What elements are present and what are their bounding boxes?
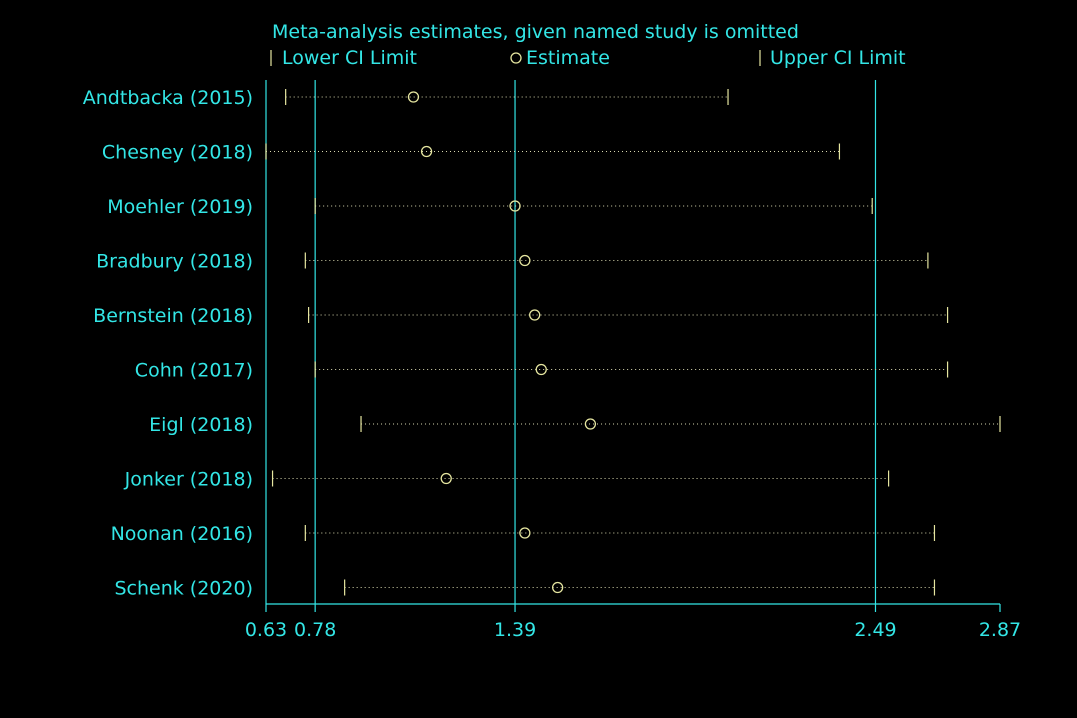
reference-lines [265,80,877,604]
estimate-point [509,200,521,212]
study-row: Eigl (2018) [149,414,1001,436]
x-tick-label: 1.39 [494,619,536,641]
x-tick-label: 0.63 [245,619,287,641]
study-row: Schenk (2020) [114,578,936,600]
estimate-point [519,254,531,267]
study-row: Bradbury (2018) [96,251,929,273]
estimate-point [529,309,541,321]
study-label: Noonan (2016) [111,523,253,545]
x-axis: 0.63 0.78 1.39 2.49 2.87 [245,603,1021,641]
estimate-point [551,581,564,594]
study-row: Moehler (2019) [107,196,873,218]
study-row: Bernstein (2018) [93,305,949,327]
estimate-point [440,472,452,485]
study-row: Andtbacka (2015) [83,87,729,109]
legend-estimate-label: Estimate [526,47,610,69]
study-rows: Andtbacka (2015) Chesney (2018) Moehler (2… [83,87,1001,600]
estimate-point [535,363,547,376]
study-row: Chesney (2018) [102,142,841,164]
study-label: Schenk (2020) [114,578,253,600]
study-label: Eigl (2018) [149,414,253,436]
x-tick-label: 2.87 [979,619,1021,641]
study-row: Jonker (2018) [124,469,890,491]
legend-upper-label: Upper CI Limit [770,47,906,69]
study-label: Andtbacka (2015) [83,87,253,109]
study-row: Noonan (2016) [111,523,936,545]
x-tick-label: 2.49 [854,619,896,641]
x-tick-label: 0.78 [294,619,336,641]
study-label: Chesney (2018) [102,142,253,164]
legend-estimate-marker [510,52,522,64]
legend: Lower CI Limit Estimate Upper CI Limit [270,47,906,69]
legend-lower-label: Lower CI Limit [282,47,417,69]
estimate-point [519,527,531,539]
estimate-point [407,91,420,103]
study-label: Jonker (2018) [124,469,253,491]
chart-title: Meta-analysis estimates, given named stu… [272,21,799,43]
estimate-point [420,145,433,158]
estimate-point [584,418,597,430]
study-label: Moehler (2019) [107,196,253,218]
study-label: Bradbury (2018) [96,251,253,273]
study-row: Cohn (2017) [135,360,949,382]
study-label: Bernstein (2018) [93,305,253,327]
study-label: Cohn (2017) [135,360,253,382]
